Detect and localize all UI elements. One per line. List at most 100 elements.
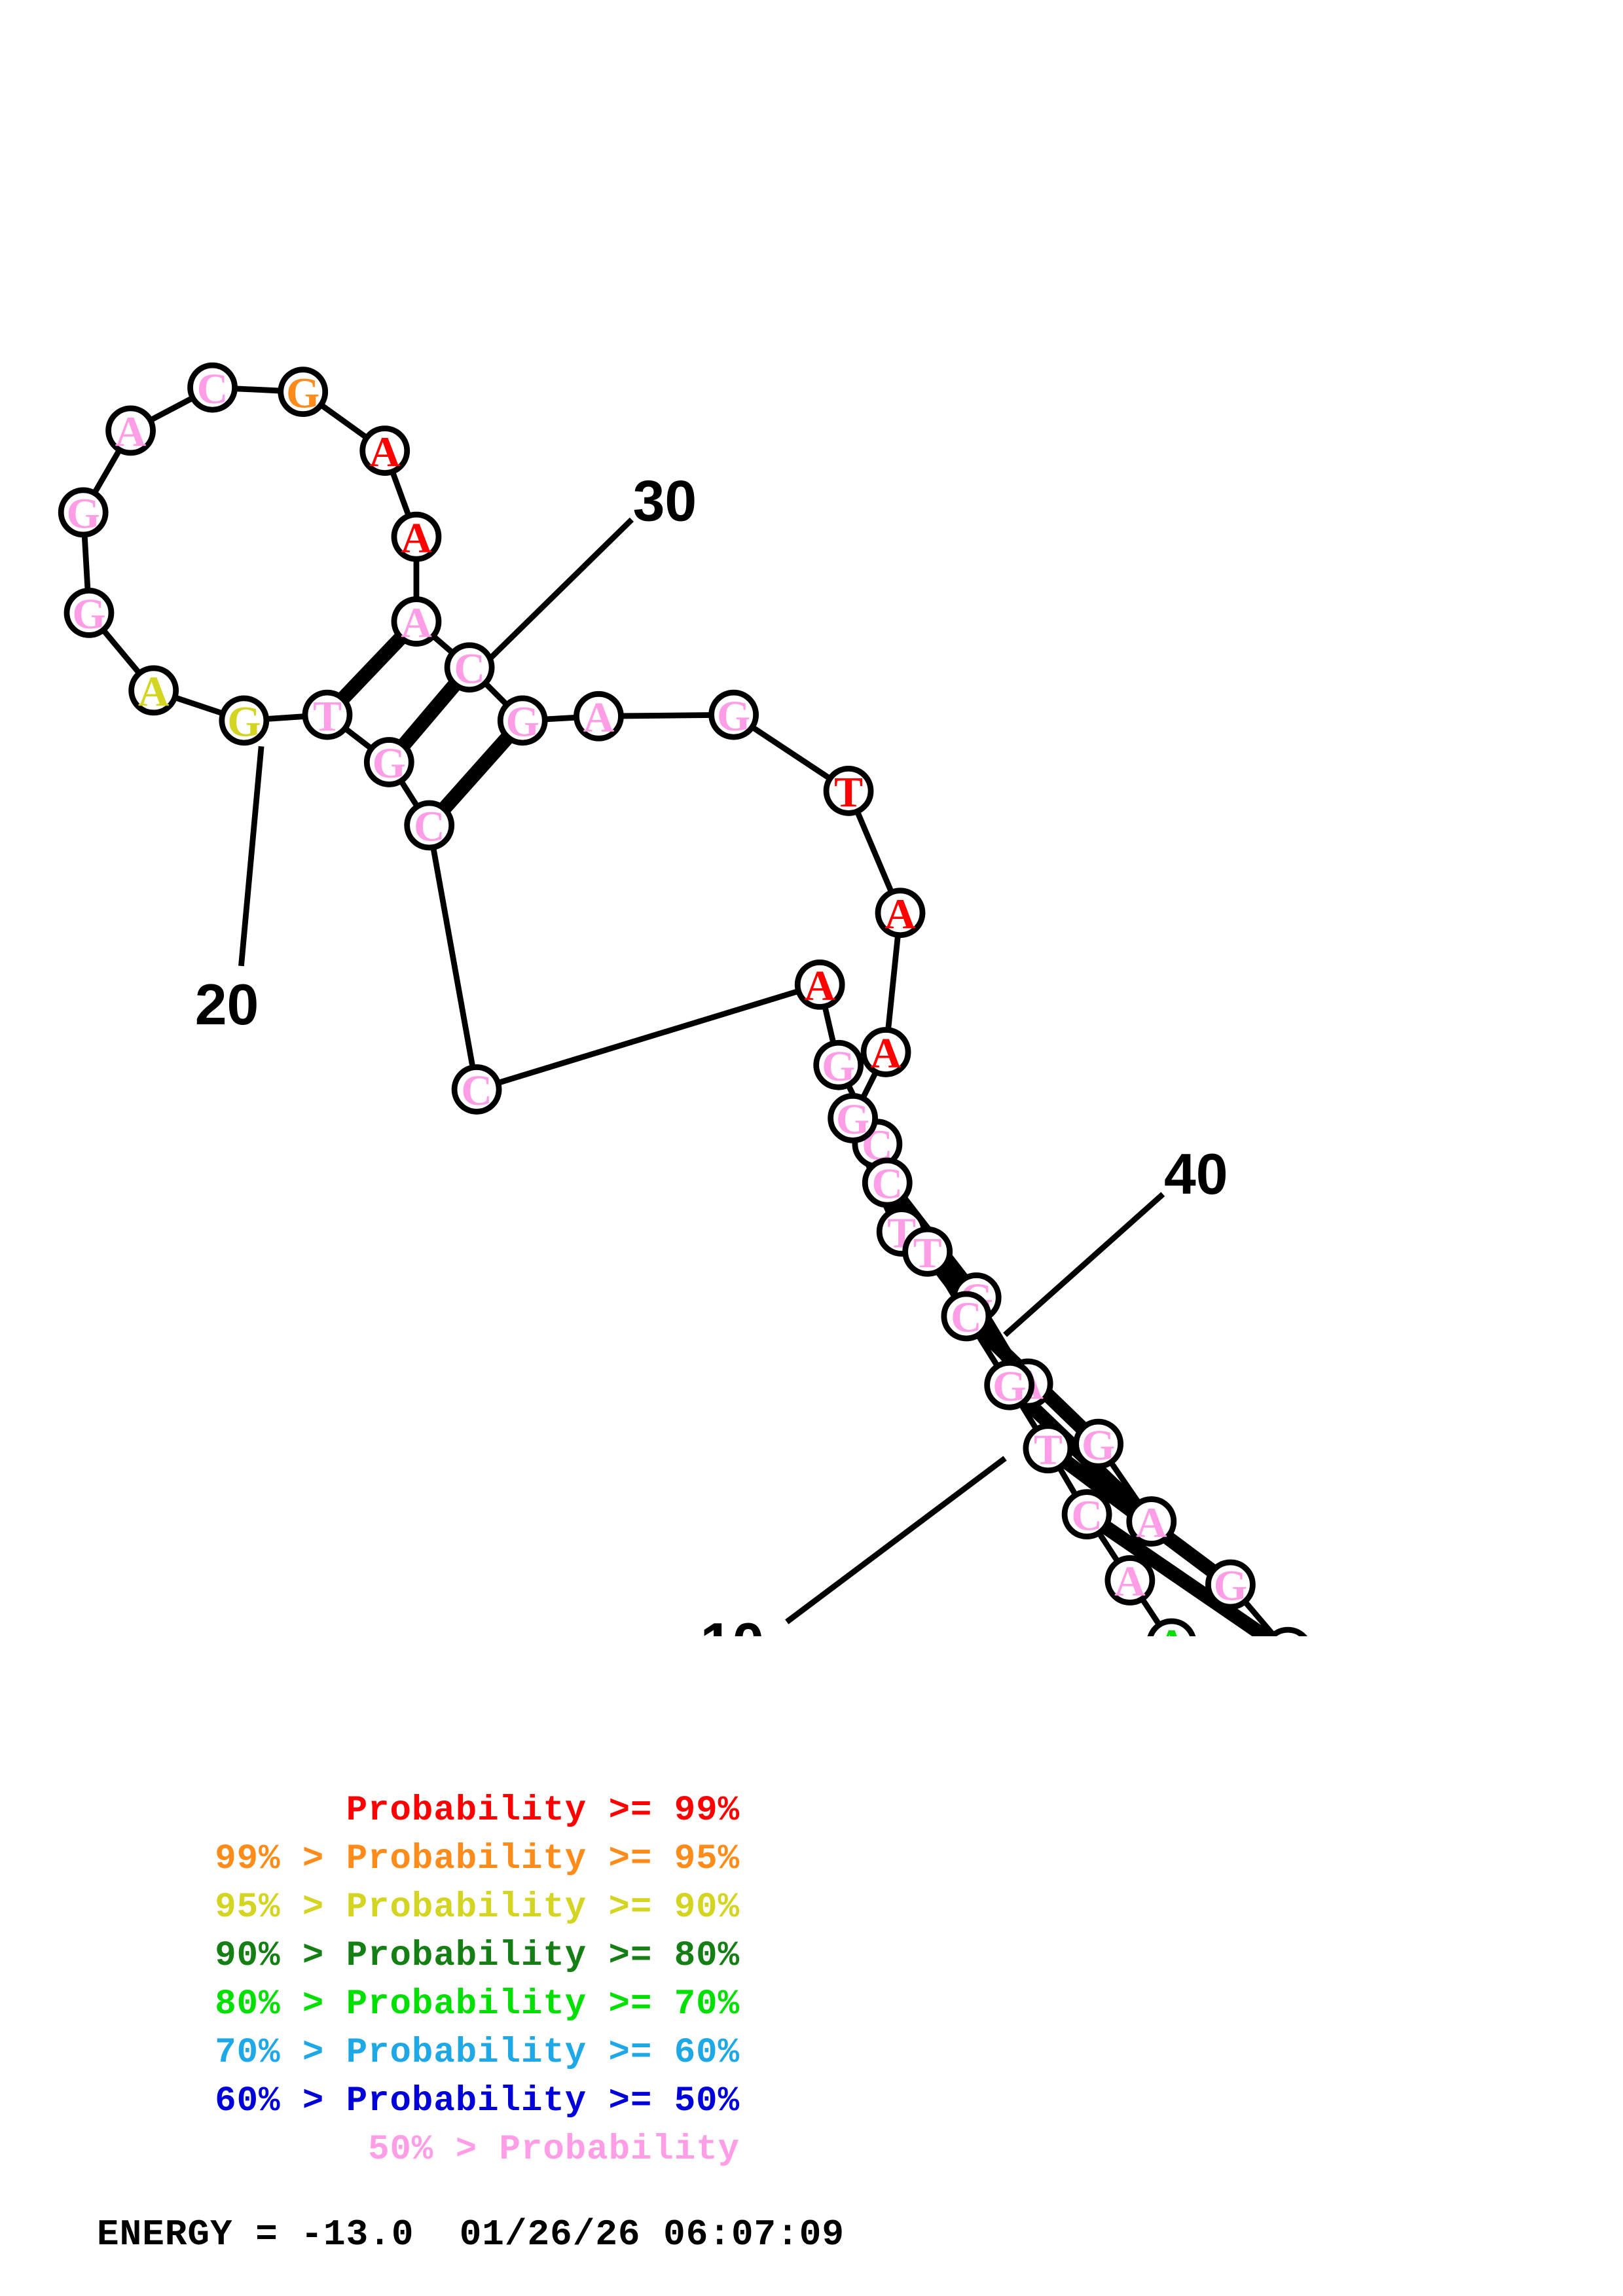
nucleotide-45[interactable]: C [1061, 1489, 1112, 1539]
nucleotide-circle [1023, 1423, 1074, 1474]
nucleotide-letter: A [1136, 1499, 1167, 1547]
nucleotide-33[interactable]: G [497, 695, 548, 746]
nucleotide-42[interactable]: C [941, 1291, 992, 1342]
nucleotide-37[interactable]: A [875, 888, 926, 939]
nucleotide-circle [404, 800, 455, 851]
nucleotide-circle [875, 888, 926, 939]
nucleotide-letter: G [506, 698, 539, 746]
nucleotide-letter: A [369, 428, 401, 476]
nucleotide-46[interactable]: A [1104, 1555, 1156, 1605]
nucleotide-18[interactable]: C [451, 1064, 502, 1115]
nucleotide-letter: A [1114, 1558, 1146, 1605]
nucleotide-circle [1104, 1555, 1156, 1605]
nucleotide-letter: T [1034, 1426, 1063, 1473]
nucleotide-23[interactable]: A [128, 665, 179, 716]
nucleotide-40[interactable]: C [862, 1157, 913, 1208]
backbone-segment [390, 471, 412, 517]
nucleotide-circle [451, 1064, 502, 1115]
nucleotide-letter: C [197, 365, 228, 413]
backbone-segment [173, 694, 224, 717]
nucleotide-29[interactable]: A [359, 425, 410, 476]
nucleotide-circle [1147, 1618, 1196, 1636]
legend-row-5: 70% > Probability >= 60% [215, 2033, 740, 2073]
backbone-segment [885, 935, 901, 1031]
nucleotide-circle [391, 596, 442, 647]
nucleotide-circle [794, 960, 845, 1010]
backbone-segment [1096, 1531, 1120, 1564]
nucleotide-10[interactable]: A [1126, 1496, 1177, 1547]
nucleotide-9[interactable]: G [1205, 1559, 1256, 1610]
nucleotide-20[interactable]: G [363, 737, 414, 787]
nucleotide-30[interactable]: A [391, 511, 442, 562]
nucleotide-letter: A [401, 514, 432, 562]
nucleotide-letter: A [804, 962, 835, 1010]
nucleotide-8[interactable]: T [1266, 1626, 1310, 1636]
nucleotide-circle [1061, 1489, 1112, 1539]
nucleotide-39[interactable]: G [828, 1092, 879, 1143]
nucleotide-43[interactable]: G [984, 1359, 1035, 1410]
nucleotide-circle [828, 1092, 879, 1143]
legend-row-4: 80% > Probability >= 70% [215, 1984, 740, 2024]
nucleotide-letter: A [884, 890, 916, 938]
nucleotide-circle [1268, 1626, 1307, 1636]
backbone-segment [1139, 1597, 1162, 1626]
legend-row-1: 99% > Probability >= 95% [215, 1839, 740, 1879]
nucleotide-letter: G [227, 698, 261, 746]
nucleotide-circle [391, 511, 442, 562]
nucleotide-letter: G [286, 369, 319, 417]
base-pair-bond [397, 679, 461, 750]
backbone-segment [101, 628, 142, 675]
backbone-segment [750, 725, 832, 781]
nucleotide-letter: T [913, 1229, 942, 1277]
nucleotide-circle [823, 765, 874, 816]
nucleotide-17[interactable]: A [794, 960, 845, 1010]
backbone-segment [266, 713, 306, 722]
nucleotide-letter: C [414, 803, 445, 851]
nucleotide-circle [128, 665, 179, 716]
nucleotide-44[interactable]: T [1023, 1423, 1074, 1474]
nucleotide-28[interactable]: G [278, 367, 329, 417]
nucleotide-letter: G [993, 1363, 1026, 1410]
nucleotide-41[interactable]: T [902, 1226, 953, 1277]
index-leader-lines-group [238, 517, 1165, 1624]
backbone-group [81, 386, 1276, 1636]
probability-legend: Probability >= 99% 99% > Probability >= 9… [0, 1793, 1623, 2181]
nucleotide-letter: G [1214, 1562, 1247, 1610]
nucleotide-letter: G [822, 1043, 855, 1090]
nucleotide-19[interactable]: C [404, 800, 455, 851]
nucleotide-circle [219, 695, 270, 746]
nucleotide-34[interactable]: A [574, 691, 624, 742]
legend-row-2: 95% > Probability >= 90% [215, 1888, 740, 1928]
nucleotide-21[interactable]: T [302, 689, 353, 740]
nucleotide-26[interactable]: A [105, 405, 156, 456]
nucleotide-letter: A [115, 408, 147, 456]
backbone-segment [854, 810, 894, 894]
nucleotide-47[interactable]: A [1147, 1618, 1196, 1636]
nucleotide-circle [497, 695, 548, 746]
backbone-segment [81, 534, 91, 591]
legend-row-0: Probability >= 99% [346, 1791, 740, 1831]
nucleotide-24[interactable]: G [64, 588, 115, 638]
nucleotide-31[interactable]: A [391, 596, 442, 647]
nucleotide-letter: C [951, 1294, 981, 1342]
nucleotide-36[interactable]: T [823, 765, 874, 816]
legend-row-3: 90% > Probability >= 80% [215, 1936, 740, 1976]
nucleotide-11[interactable]: G [1073, 1418, 1124, 1469]
nucleotide-letter: G [717, 692, 750, 740]
nucleotide-circle [941, 1291, 992, 1342]
nucleotide-circle [64, 588, 115, 638]
nucleotide-22[interactable]: G [219, 695, 270, 746]
index-leader-line [1003, 1192, 1165, 1337]
nucleotide-27[interactable]: C [187, 362, 238, 413]
nucleotide-letter: G [72, 590, 105, 638]
nucleotide-circle [813, 1039, 864, 1090]
nucleotide-25[interactable]: G [58, 487, 109, 538]
nucleotide-bases-group: CTTTGTCTGAGAGTCGACCGTGAGGACGAAACGAGTAAGC… [58, 362, 1310, 1636]
nucleotide-38[interactable]: A [860, 1027, 911, 1077]
nucleotide-letter: A [401, 599, 432, 647]
nucleotide-circle [574, 691, 624, 742]
nucleotide-16[interactable]: G [813, 1039, 864, 1090]
nucleotide-letter: A [138, 668, 170, 716]
nucleotide-32[interactable]: C [444, 642, 495, 692]
nucleotide-35[interactable]: G [708, 689, 759, 740]
